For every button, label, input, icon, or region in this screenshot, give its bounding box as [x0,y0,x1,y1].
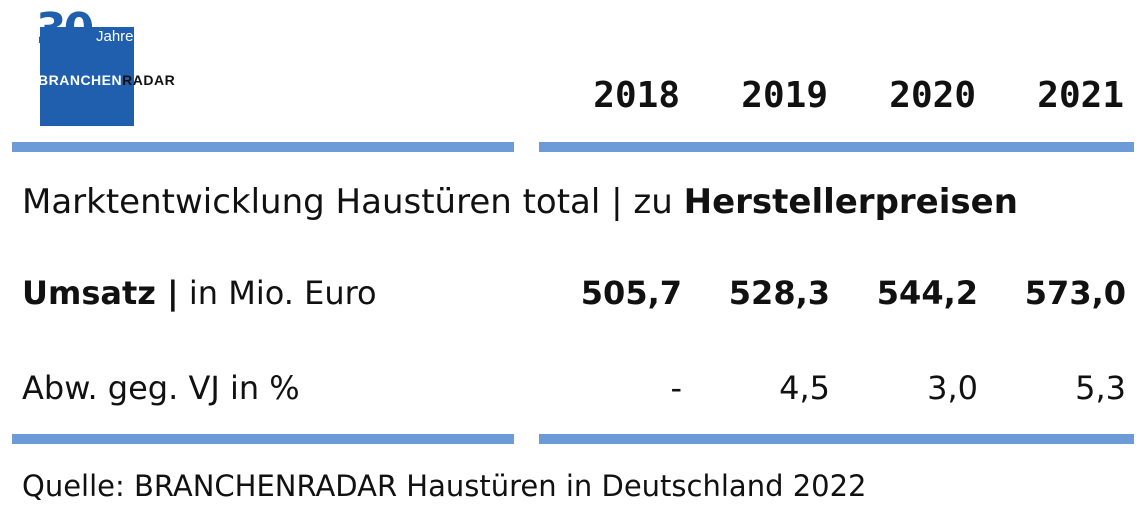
bottom-rule-right [539,434,1134,444]
column-header-year-2: 2019 [741,75,828,116]
column-header-year-3: 2020 [889,75,976,116]
logo-brand-part2: RADAR [122,72,176,88]
change-value-2018: - [670,369,682,407]
column-header-year-4: 2021 [1037,75,1124,116]
change-value-2020: 3,0 [927,369,978,407]
top-rule-left [12,142,514,152]
source-note: Quelle: BRANCHENRADAR Haustüren in Deuts… [22,469,867,503]
top-rule-right [539,142,1134,152]
logo-blue-square [40,27,134,126]
subtitle-bold: Herstellerpreisen [683,182,1018,222]
revenue-value-2021: 573,0 [1024,274,1126,312]
row-label-revenue-regular: in Mio. Euro [178,274,377,312]
branchenradar-30-jahre-logo: 30 Jahre BRANCHENRADAR [36,6,206,128]
subtitle-regular: Marktentwicklung Haustüren total | zu [22,182,684,222]
logo-anniversary-word: Jahre [96,28,134,45]
bottom-rule-left [12,434,514,444]
change-value-2021: 5,3 [1075,369,1126,407]
table-subtitle: Marktentwicklung Haustüren total | zu He… [22,182,1018,222]
row-label-change-regular: Abw. geg. VJ in % [22,369,300,407]
logo-brand-text: BRANCHENRADAR [38,72,175,88]
revenue-value-2019: 528,3 [728,274,830,312]
logo-anniversary-number: 30 [36,4,94,55]
change-value-2019: 4,5 [779,369,830,407]
revenue-value-2020: 544,2 [876,274,978,312]
row-label-revenue: Umsatz | in Mio. Euro [22,274,377,312]
row-label-change: Abw. geg. VJ in % [22,369,300,407]
column-header-year-1: 2018 [593,75,680,116]
revenue-value-2018: 505,7 [580,274,682,312]
logo-brand-part1: BRANCHEN [38,72,123,88]
row-label-revenue-bold: Umsatz | [22,274,179,312]
